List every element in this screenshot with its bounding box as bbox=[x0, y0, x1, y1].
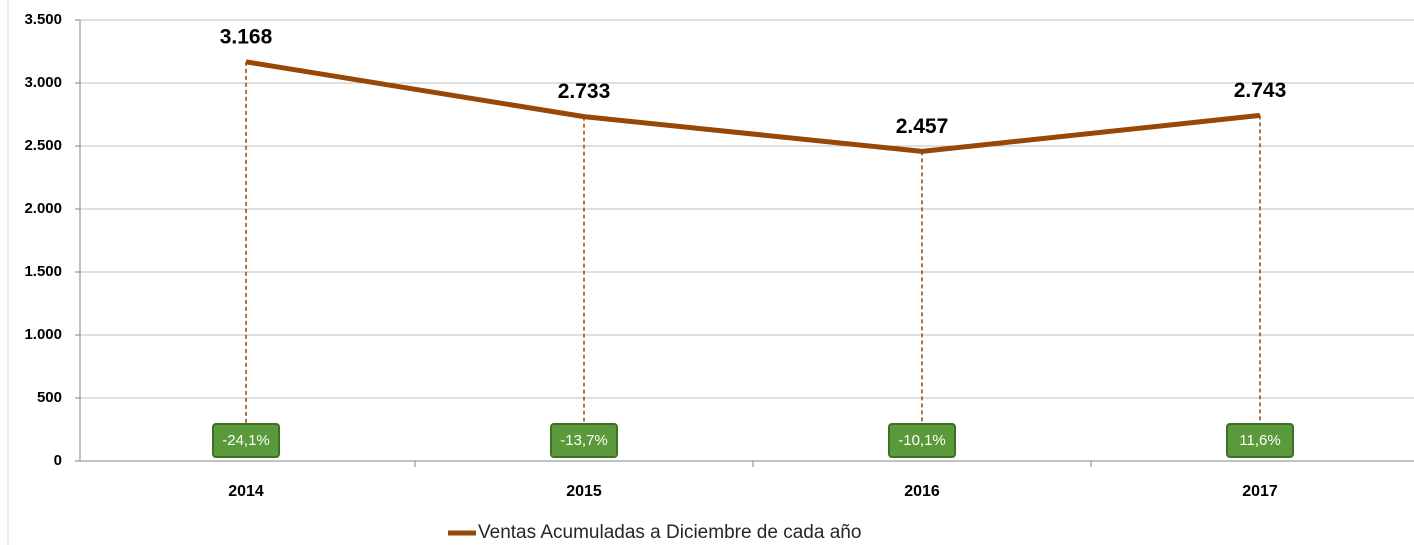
y-tick-label: 1.000 bbox=[24, 326, 62, 343]
y-tick-label: 2.000 bbox=[24, 200, 62, 217]
x-tick-label: 2016 bbox=[904, 483, 940, 500]
y-tick-label: 2.500 bbox=[24, 137, 62, 154]
y-tick-label: 3.000 bbox=[24, 74, 62, 91]
value-label: 3.168 bbox=[220, 25, 273, 48]
y-tick-label: 0 bbox=[54, 452, 62, 469]
x-tick-label: 2014 bbox=[228, 483, 264, 500]
x-tick-label: 2017 bbox=[1242, 483, 1278, 500]
value-label: 2.457 bbox=[896, 115, 949, 138]
change-label: 11,6% bbox=[1239, 432, 1280, 449]
y-tick-label: 3.500 bbox=[24, 11, 62, 28]
change-label: -24,1% bbox=[222, 432, 270, 449]
change-label: -10,1% bbox=[898, 432, 946, 449]
legend-label: Ventas Acumuladas a Diciembre de cada añ… bbox=[478, 522, 861, 543]
y-tick-label: 1.500 bbox=[24, 263, 62, 280]
change-box bbox=[550, 423, 618, 458]
change-box bbox=[212, 423, 280, 458]
series-line bbox=[245, 59, 1261, 154]
value-label: 2.733 bbox=[558, 80, 611, 103]
y-tick-label: 500 bbox=[37, 389, 62, 406]
change-box bbox=[1226, 423, 1294, 458]
x-tick-label: 2015 bbox=[566, 483, 602, 500]
change-box bbox=[888, 423, 956, 458]
change-label: -13,7% bbox=[560, 432, 608, 449]
value-label: 2.743 bbox=[1234, 79, 1287, 102]
